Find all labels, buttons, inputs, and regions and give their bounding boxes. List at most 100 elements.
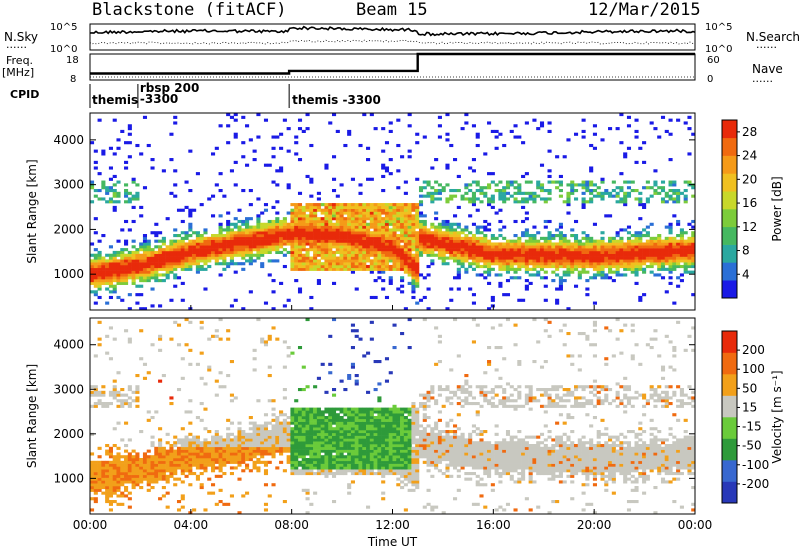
heat-cell: [479, 242, 484, 246]
heat-cell: [426, 183, 431, 187]
heat-cell: [93, 217, 98, 221]
heat-cell: [445, 256, 450, 260]
heat-cell: [335, 458, 340, 462]
heat-cell: [101, 256, 106, 260]
heat-cell: [267, 435, 272, 439]
heat-cell: [645, 239, 650, 243]
heat-cell: [418, 211, 424, 215]
heat-cell: [407, 217, 412, 221]
heat-cell: [366, 264, 371, 269]
heat-cell: [275, 250, 280, 255]
heat-cell: [188, 441, 193, 445]
heat-cell: [672, 248, 677, 252]
heat-cell: [139, 293, 144, 297]
heat-cell: [271, 418, 276, 422]
heat-cell: [150, 343, 155, 347]
heat-cell: [101, 404, 106, 408]
heat-cell: [332, 449, 337, 453]
heat-cell: [498, 194, 503, 198]
heat-cell: [328, 430, 333, 434]
heat-cell: [373, 264, 378, 269]
heat-cell: [233, 253, 238, 257]
heat-cell: [188, 466, 193, 470]
heat-cell: [581, 200, 586, 204]
heat-cell: [203, 228, 208, 232]
heat-cell: [195, 463, 200, 467]
heat-cell: [396, 259, 401, 263]
heat-cell: [566, 203, 571, 207]
heat-cell: [513, 135, 518, 139]
heat-cell: [494, 273, 499, 277]
heat-cell: [237, 245, 242, 249]
heat-cell: [214, 460, 219, 464]
heat-cell: [547, 239, 552, 243]
heat-cell: [532, 245, 537, 249]
heat-cell: [596, 248, 601, 252]
heat-cell: [294, 236, 299, 240]
heat-cell: [165, 474, 170, 478]
heat-cell: [150, 287, 155, 291]
heat-cell: [245, 432, 250, 436]
heat-cell: [173, 469, 178, 473]
heat-cell: [347, 483, 352, 487]
heat-cell: [275, 228, 280, 232]
heat-cell: [176, 253, 182, 257]
heat-cell: [396, 444, 401, 448]
heat-cell: [411, 262, 416, 266]
heat-cell: [124, 264, 129, 269]
heat-cell: [362, 203, 367, 207]
heat-cell: [112, 152, 117, 156]
heat-cell: [657, 262, 662, 266]
heat-cell: [362, 427, 367, 431]
heat-cell: [354, 242, 359, 246]
heat-cell: [532, 118, 537, 122]
heat-cell: [146, 477, 151, 481]
heat-cell: [657, 234, 662, 238]
heat-cell: [396, 477, 401, 481]
heat-cell: [626, 267, 632, 271]
heat-cell: [483, 194, 488, 198]
heat-cell: [649, 239, 654, 243]
heat-cell: [332, 441, 337, 445]
heat-cell: [233, 222, 238, 226]
heat-cell: [195, 245, 200, 249]
heat-cell: [294, 225, 299, 229]
heat-cell: [335, 219, 340, 224]
heat-cell: [396, 438, 401, 442]
heat-cell: [339, 248, 344, 252]
heat-cell: [184, 343, 189, 347]
heat-cell: [396, 203, 401, 207]
heat-cell: [362, 248, 367, 252]
heat-cell: [339, 205, 344, 209]
heat-cell: [691, 242, 696, 246]
nave-tick-bottom: 0: [707, 74, 713, 85]
heat-cell: [366, 449, 371, 453]
heat-cell: [600, 242, 605, 246]
heat-cell: [483, 186, 488, 190]
heat-cell: [468, 250, 473, 255]
heat-cell: [112, 379, 117, 383]
heat-cell: [350, 270, 355, 274]
heat-cell: [316, 205, 321, 209]
heat-cell: [623, 242, 628, 246]
heat-cell: [377, 253, 382, 257]
heat-cell: [256, 219, 261, 224]
heat-cell: [169, 267, 174, 271]
heat-cell: [445, 132, 450, 136]
heat-cell: [551, 279, 556, 283]
heat-cell: [173, 267, 178, 271]
heat-cell: [90, 264, 95, 269]
heat-cell: [139, 259, 144, 263]
heat-cell: [479, 259, 484, 263]
heat-cell: [313, 460, 318, 464]
heat-cell: [456, 245, 461, 249]
heat-cell: [396, 469, 401, 473]
heat-cell: [332, 225, 337, 229]
heat-cell: [328, 264, 333, 269]
heat-cell: [139, 284, 144, 288]
heat-cell: [456, 236, 461, 240]
heat-cell: [490, 172, 495, 176]
heat-cell: [407, 281, 412, 285]
heat-cell: [335, 194, 340, 198]
heat-cell: [309, 264, 314, 269]
